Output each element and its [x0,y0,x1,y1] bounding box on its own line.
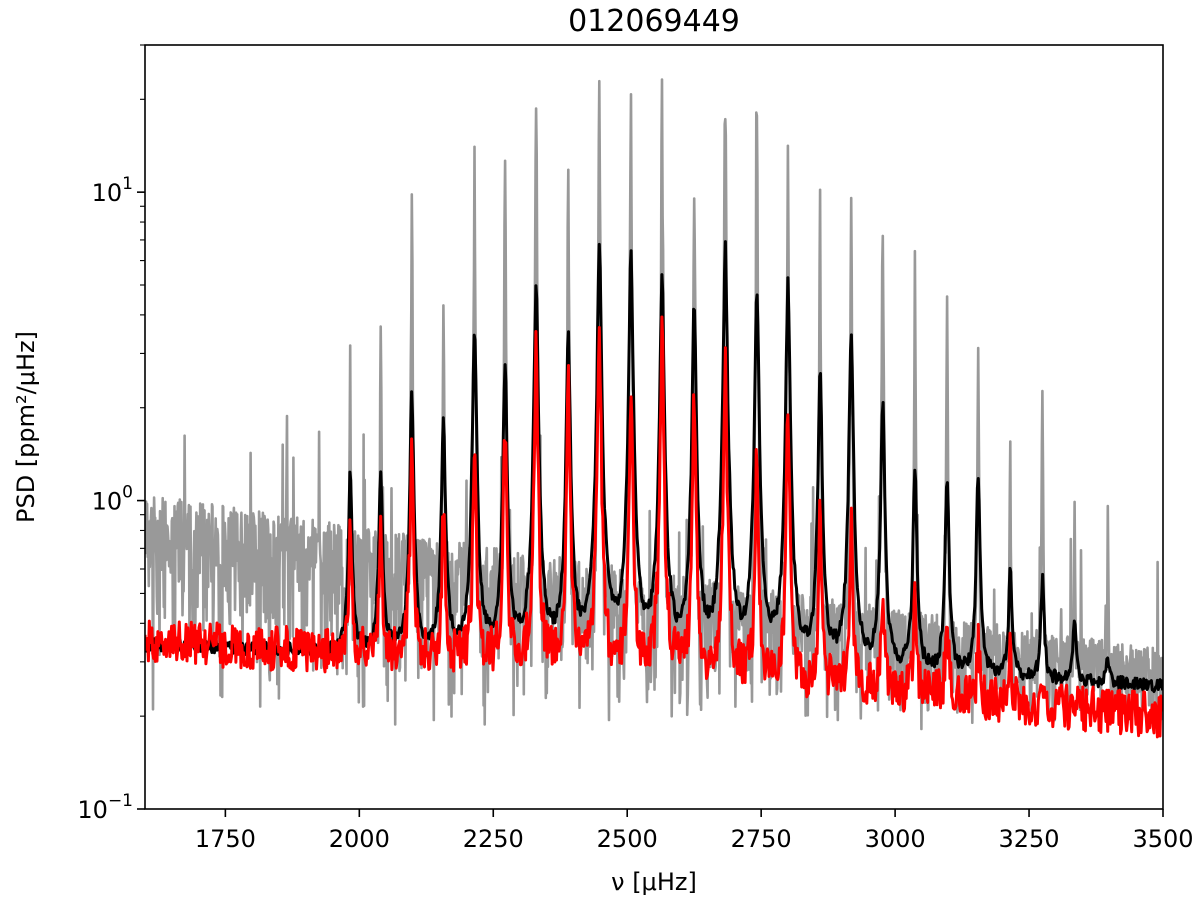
y-axis: 10−1 100 101 [77,44,145,824]
series-layer [145,78,1163,739]
x-tick-label: 2500 [597,825,658,853]
x-tick-label: 2750 [731,825,792,853]
x-tick-label: 3000 [865,825,926,853]
x-tick-label: 2000 [329,825,390,853]
x-tick-label: 3500 [1132,825,1193,853]
x-tick-label: 3250 [999,825,1060,853]
x-tick-label: 1750 [195,825,256,853]
y-tick-label: 100 [92,483,133,516]
x-axis: 1750 2000 2250 2500 2750 3000 3250 3500 [195,809,1194,853]
y-tick-label: 101 [92,174,133,207]
y-tick-label: 10−1 [77,791,133,824]
chart-title: 012069449 [568,4,740,39]
x-tick-label: 2250 [463,825,524,853]
series-line-raw [145,78,1163,731]
y-axis-label: PSD [ppm²/μHz] [12,331,40,523]
plot-frame [144,44,1164,810]
x-axis-label: ν [μHz] [611,868,697,896]
series-line-model [145,315,1163,739]
